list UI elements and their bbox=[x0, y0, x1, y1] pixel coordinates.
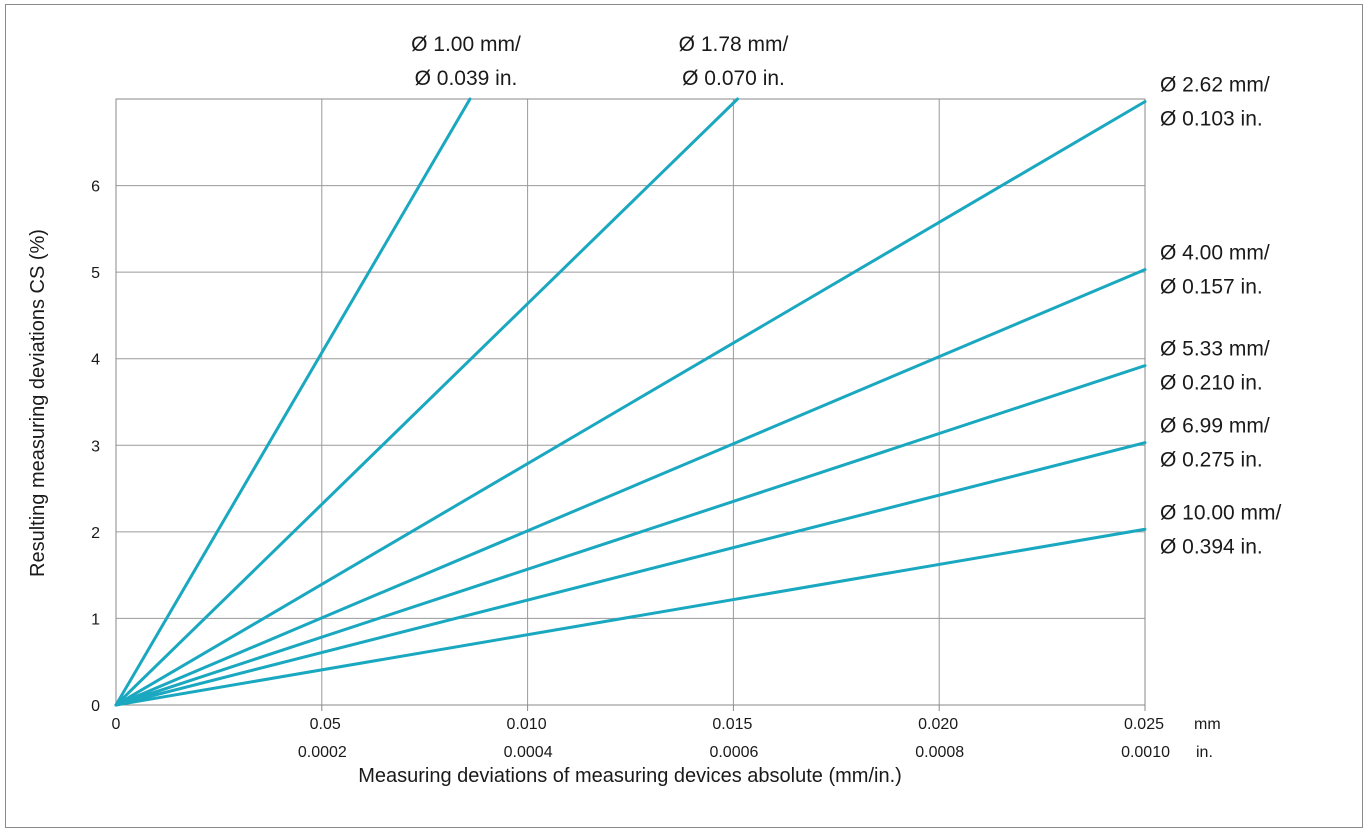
x-tick-label-in: 0.0010 bbox=[1121, 744, 1170, 761]
y-tick-label: 1 bbox=[91, 611, 100, 628]
series-label-in: Ø 0.394 in. bbox=[1160, 535, 1263, 558]
plot-area-border bbox=[115, 98, 1146, 706]
x-tick-label-in: 0.0006 bbox=[709, 744, 758, 761]
grid-lines bbox=[116, 99, 1145, 705]
series-label-mm: Ø 4.00 mm/ bbox=[1160, 242, 1270, 265]
y-axis-title: Resulting measuring deviations CS (%) bbox=[27, 229, 49, 577]
series-label-mm: Ø 6.99 mm/ bbox=[1160, 415, 1270, 438]
series-line bbox=[114, 441, 1147, 707]
series-label-mm: Ø 2.62 mm/ bbox=[1160, 74, 1270, 97]
series-label: Ø 2.62 mm/Ø 0.103 in. bbox=[1160, 74, 1270, 131]
chart-frame bbox=[5, 4, 1363, 828]
series-label-in: Ø 0.103 in. bbox=[1160, 108, 1263, 131]
series-label-mm: Ø 1.78 mm/ bbox=[679, 33, 789, 56]
x-tick-label-mm: 0.020 bbox=[918, 716, 958, 733]
x-tick-label-in: 0.0008 bbox=[915, 744, 964, 761]
series-label: Ø 6.99 mm/Ø 0.275 in. bbox=[1160, 415, 1270, 472]
series-label: Ø 1.00 mm/Ø 0.039 in. bbox=[411, 33, 521, 90]
x-unit-mm: mm bbox=[1194, 716, 1221, 733]
x-tick-label-mm: 0.015 bbox=[712, 716, 752, 733]
y-tick-label: 3 bbox=[91, 438, 100, 455]
x-tick-label-in: 0.0004 bbox=[504, 744, 553, 761]
series-label-in: Ø 0.157 in. bbox=[1160, 276, 1263, 299]
series-label-in: Ø 0.275 in. bbox=[1160, 449, 1263, 472]
series-lines bbox=[114, 97, 1147, 707]
x-axis-title: Measuring deviations of measuring device… bbox=[358, 765, 902, 787]
y-tick-label: 4 bbox=[91, 352, 100, 369]
axis-ticks: 0 0.05 0.0002 0.010 0.0004 0.015 0.0006 0.020 0.… bbox=[91, 179, 1170, 761]
series-label-mm: Ø 1.00 mm/ bbox=[411, 33, 521, 56]
y-tick-label: 6 bbox=[91, 179, 100, 196]
series-label-in: Ø 0.070 in. bbox=[682, 67, 785, 90]
series-labels: Ø 1.00 mm/Ø 0.039 in. Ø 1.78 mm/Ø 0.070 i… bbox=[411, 33, 1281, 558]
series-label: Ø 10.00 mm/Ø 0.394 in. bbox=[1160, 501, 1282, 558]
x-unit-in: in. bbox=[1196, 744, 1213, 761]
series-label-mm: Ø 5.33 mm/ bbox=[1160, 338, 1270, 361]
series-label-in: Ø 0.210 in. bbox=[1160, 372, 1263, 395]
series-line bbox=[114, 268, 1147, 707]
y-tick-label: 2 bbox=[91, 525, 100, 542]
series-label-in: Ø 0.039 in. bbox=[415, 67, 518, 90]
series-line bbox=[114, 97, 472, 707]
series-label-mm: Ø 10.00 mm/ bbox=[1160, 501, 1282, 524]
series-line bbox=[114, 100, 1147, 707]
x-tick-label-mm: 0 bbox=[112, 716, 121, 733]
x-tick-label-in: 0.0002 bbox=[298, 744, 347, 761]
y-tick-label: 5 bbox=[91, 265, 100, 282]
series-label: Ø 4.00 mm/Ø 0.157 in. bbox=[1160, 242, 1270, 299]
x-tick-label-mm: 0.025 bbox=[1124, 716, 1164, 733]
series-line bbox=[114, 527, 1147, 707]
series-line bbox=[114, 97, 740, 707]
x-tick-label-mm: 0.010 bbox=[507, 716, 547, 733]
y-tick-label: 0 bbox=[91, 698, 100, 715]
series-line bbox=[114, 364, 1147, 707]
series-label: Ø 1.78 mm/Ø 0.070 in. bbox=[679, 33, 789, 90]
series-label: Ø 5.33 mm/Ø 0.210 in. bbox=[1160, 338, 1270, 395]
x-tick-label-mm: 0.05 bbox=[310, 716, 341, 733]
